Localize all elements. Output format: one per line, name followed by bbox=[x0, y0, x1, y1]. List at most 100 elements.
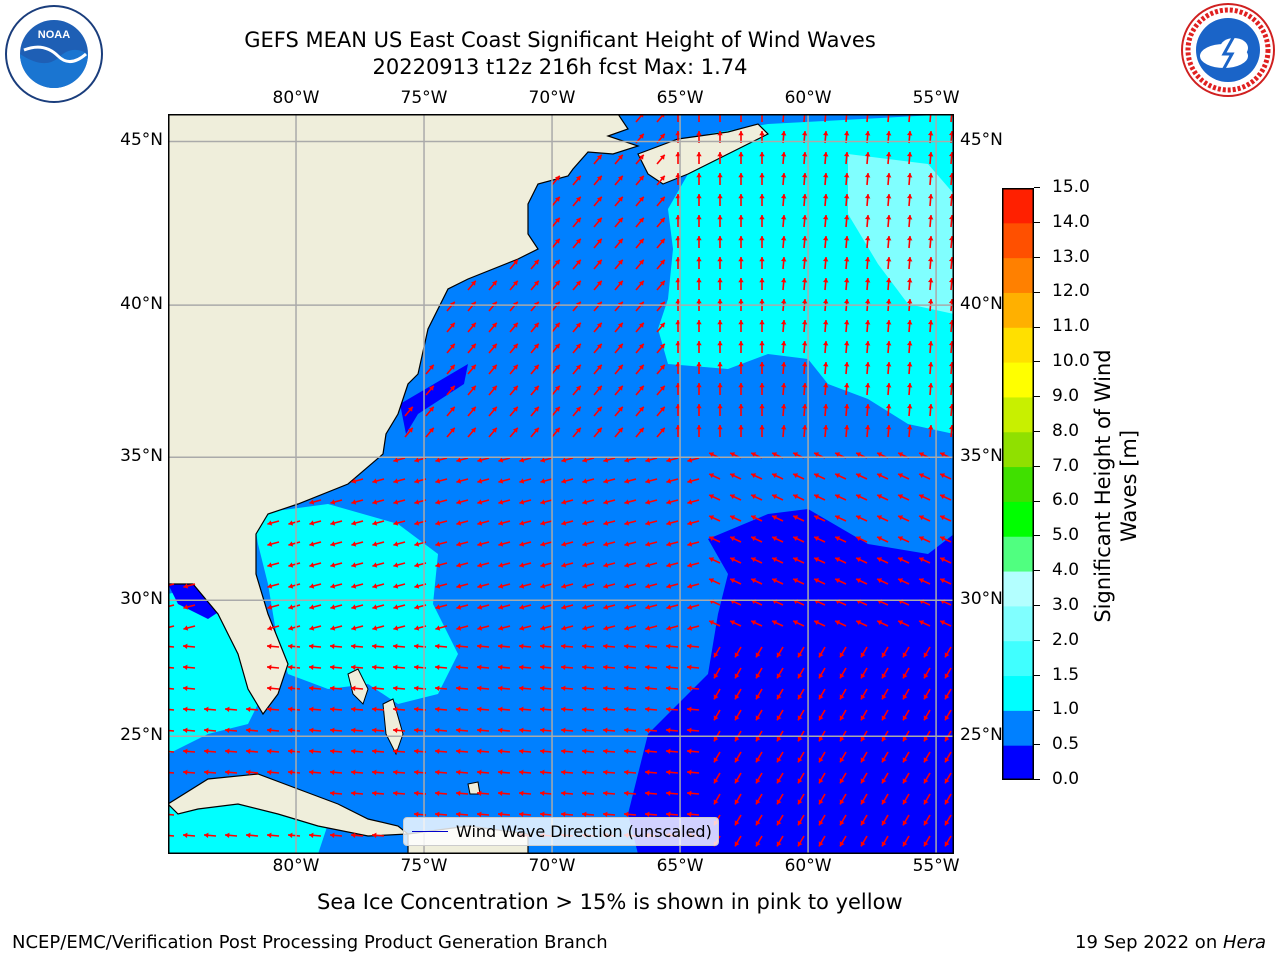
wave-direction-arrow bbox=[530, 280, 540, 291]
colorbar-tick-label: 15.0 bbox=[1052, 177, 1090, 197]
wave-direction-arrow bbox=[865, 424, 871, 438]
wave-direction-arrow bbox=[656, 238, 666, 249]
wave-direction-arrow bbox=[530, 406, 540, 417]
wave-direction-arrow bbox=[329, 706, 343, 712]
wave-direction-arrow bbox=[755, 793, 763, 805]
wave-direction-arrow bbox=[635, 175, 645, 186]
wave-direction-arrow bbox=[498, 457, 511, 463]
wave-direction-arrow bbox=[923, 751, 931, 763]
wave-direction-arrow bbox=[551, 385, 561, 396]
wave-direction-arrow bbox=[923, 646, 931, 658]
wave-direction-arrow bbox=[865, 172, 871, 186]
wave-direction-arrow bbox=[759, 173, 765, 185]
wave-direction-arrow bbox=[330, 604, 343, 610]
wave-direction-arrow bbox=[330, 562, 343, 568]
colorbar-tick-mark bbox=[1034, 187, 1040, 189]
wave-direction-arrow bbox=[750, 473, 763, 480]
wave-direction-arrow bbox=[329, 643, 343, 649]
wave-direction-arrow bbox=[488, 427, 498, 438]
wave-direction-arrow bbox=[865, 361, 871, 375]
wave-direction-arrow bbox=[881, 709, 889, 721]
wave-direction-arrow bbox=[781, 382, 787, 396]
wave-direction-arrow bbox=[886, 361, 892, 375]
wave-direction-arrow bbox=[561, 604, 574, 610]
wave-direction-arrow bbox=[519, 541, 532, 547]
wave-direction-arrow bbox=[696, 404, 702, 416]
wave-direction-arrow bbox=[425, 364, 435, 375]
wave-direction-arrow bbox=[686, 790, 700, 796]
wave-direction-arrow bbox=[497, 811, 511, 817]
map-legend: Wind Wave Direction (unscaled) bbox=[403, 817, 719, 846]
wave-direction-arrow bbox=[656, 427, 666, 438]
wave-direction-arrow bbox=[708, 557, 721, 564]
wave-direction-arrow bbox=[797, 793, 805, 805]
wave-direction-arrow bbox=[308, 706, 322, 712]
wave-direction-arrow bbox=[823, 172, 829, 186]
wave-direction-arrow bbox=[425, 427, 435, 438]
land-bahamas-2 bbox=[382, 698, 404, 756]
wave-direction-arrow bbox=[371, 643, 385, 649]
wave-direction-arrow bbox=[572, 238, 582, 249]
wave-direction-arrow bbox=[593, 175, 603, 186]
colorbar-tick-mark bbox=[1034, 709, 1040, 711]
wave-direction-arrow bbox=[881, 646, 889, 658]
wave-direction-arrow bbox=[455, 727, 469, 733]
wave-direction-arrow bbox=[266, 832, 280, 838]
ocean-band-low-se bbox=[628, 509, 954, 854]
wave-direction-arrow bbox=[759, 257, 765, 269]
wave-direction-arrow bbox=[818, 709, 826, 721]
wave-direction-arrow bbox=[183, 583, 196, 589]
lat-tick-label-left: 40°N bbox=[120, 294, 163, 315]
wave-direction-arrow bbox=[686, 748, 700, 754]
colorbar-segment bbox=[1002, 605, 1034, 642]
wave-direction-arrow bbox=[759, 383, 765, 395]
wave-direction-arrow bbox=[560, 811, 574, 817]
wave-direction-arrow bbox=[392, 664, 406, 670]
wave-direction-arrow bbox=[635, 406, 645, 417]
wave-direction-arrow bbox=[666, 625, 679, 631]
colorbar-tick-mark bbox=[1034, 605, 1040, 607]
wave-direction-arrow bbox=[717, 320, 723, 332]
wave-direction-arrow bbox=[518, 811, 532, 817]
wave-direction-arrow bbox=[644, 727, 658, 733]
wave-direction-arrow bbox=[551, 280, 561, 291]
wave-direction-arrow bbox=[539, 727, 553, 733]
colorbar-segment bbox=[1002, 710, 1034, 746]
wave-direction-arrow bbox=[593, 364, 603, 375]
wave-direction-arrow bbox=[308, 832, 322, 838]
wave-direction-arrow bbox=[309, 541, 322, 547]
wave-direction-arrow bbox=[539, 664, 553, 670]
lon-tick-label-bottom: 80°W bbox=[272, 856, 320, 876]
wave-direction-arrow bbox=[540, 520, 553, 526]
wave-direction-arrow bbox=[203, 769, 217, 775]
wave-direction-arrow bbox=[860, 709, 868, 721]
wave-direction-arrow bbox=[614, 217, 624, 228]
wave-direction-arrow bbox=[434, 790, 448, 796]
wave-direction-arrow bbox=[907, 151, 913, 165]
wave-direction-arrow bbox=[224, 769, 238, 775]
wave-direction-arrow bbox=[696, 152, 702, 164]
wave-direction-arrow bbox=[509, 259, 519, 270]
wave-direction-arrow bbox=[518, 664, 532, 670]
wave-direction-arrow bbox=[944, 667, 952, 679]
wave-direction-arrow bbox=[665, 811, 679, 817]
wave-direction-arrow bbox=[939, 515, 952, 522]
colorbar-tick-label: 0.0 bbox=[1052, 769, 1080, 789]
wave-direction-arrow bbox=[203, 832, 217, 838]
wave-direction-arrow bbox=[393, 457, 406, 463]
wave-direction-arrow bbox=[734, 646, 742, 658]
wave-direction-arrow bbox=[665, 769, 679, 775]
wave-direction-arrow bbox=[687, 478, 700, 484]
colorbar-tick-mark bbox=[1034, 361, 1040, 363]
wave-direction-arrow bbox=[624, 499, 637, 505]
wave-direction-arrow bbox=[623, 685, 637, 691]
wave-direction-arrow bbox=[886, 172, 892, 186]
wave-direction-arrow bbox=[918, 473, 931, 480]
wave-direction-arrow bbox=[928, 151, 934, 165]
wave-direction-arrow bbox=[182, 643, 196, 649]
wave-direction-arrow bbox=[477, 457, 490, 463]
wave-direction-arrow bbox=[635, 196, 645, 207]
wave-direction-arrow bbox=[371, 706, 385, 712]
wave-direction-arrow bbox=[498, 604, 511, 610]
wave-direction-arrow bbox=[476, 790, 490, 796]
